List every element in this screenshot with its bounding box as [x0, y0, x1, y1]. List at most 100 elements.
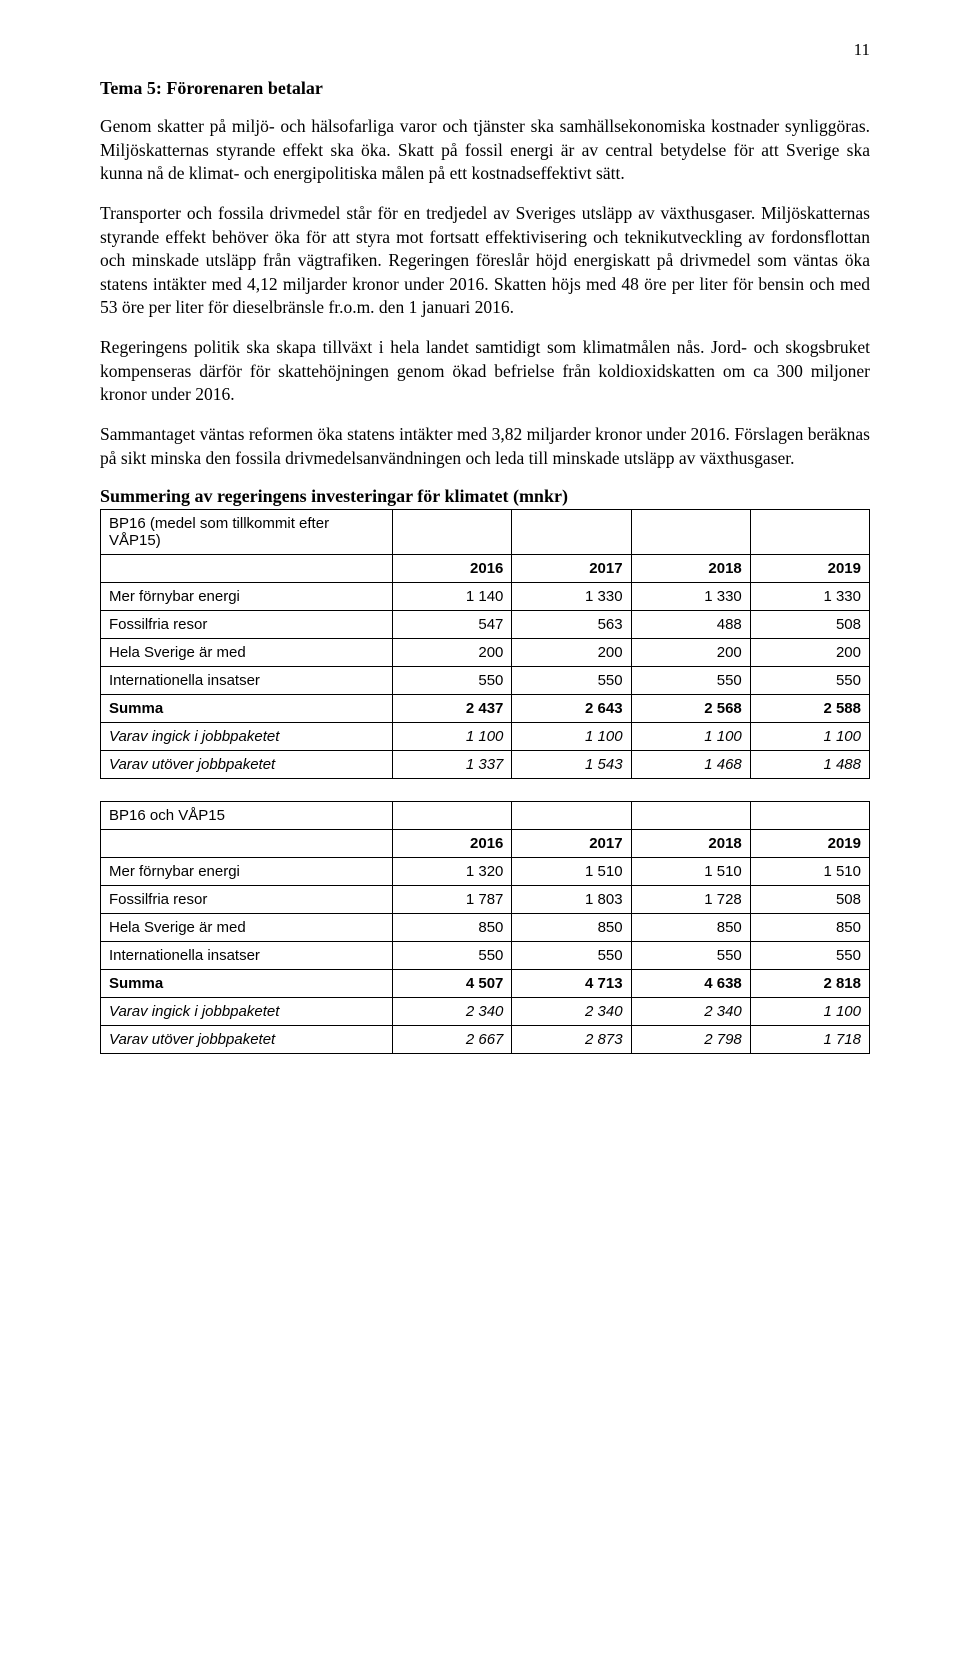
cell: 1 787 — [393, 886, 512, 914]
year-header: 2017 — [512, 555, 631, 583]
cell: 550 — [631, 667, 750, 695]
table-row: Fossilfria resor 547 563 488 508 — [101, 611, 870, 639]
cell: 550 — [393, 667, 512, 695]
cell: 200 — [631, 639, 750, 667]
paragraph-4: Sammantaget väntas reformen öka statens … — [100, 423, 870, 470]
paragraph-1: Genom skatter på miljö- och hälsofarliga… — [100, 115, 870, 186]
row-label: Internationella insatser — [101, 942, 393, 970]
empty-cell — [512, 510, 631, 555]
cell: 200 — [750, 639, 869, 667]
cell: 1 468 — [631, 751, 750, 779]
cell: 1 100 — [750, 723, 869, 751]
cell: 4 713 — [512, 970, 631, 998]
table-year-row: 2016 2017 2018 2019 — [101, 830, 870, 858]
table-row: Internationella insatser 550 550 550 550 — [101, 942, 870, 970]
cell: 2 588 — [750, 695, 869, 723]
cell: 1 320 — [393, 858, 512, 886]
table-row: Mer förnybar energi 1 140 1 330 1 330 1 … — [101, 583, 870, 611]
row-label: Summa — [101, 695, 393, 723]
summary-heading: Summering av regeringens investeringar f… — [100, 486, 870, 507]
row-label: Mer förnybar energi — [101, 583, 393, 611]
cell: 563 — [512, 611, 631, 639]
investment-table-2: BP16 och VÅP15 2016 2017 2018 2019 Mer f… — [100, 801, 870, 1054]
cell: 200 — [393, 639, 512, 667]
row-label: Summa — [101, 970, 393, 998]
cell: 1 337 — [393, 751, 512, 779]
empty-cell — [393, 802, 512, 830]
year-header: 2016 — [393, 555, 512, 583]
row-label: Varav utöver jobbpaketet — [101, 1026, 393, 1054]
cell: 2 643 — [512, 695, 631, 723]
row-label: Varav ingick i jobbpaketet — [101, 723, 393, 751]
cell: 1 330 — [750, 583, 869, 611]
cell: 850 — [750, 914, 869, 942]
table-row: Hela Sverige är med 850 850 850 850 — [101, 914, 870, 942]
cell: 1 100 — [750, 998, 869, 1026]
table-row-sum: Summa 2 437 2 643 2 568 2 588 — [101, 695, 870, 723]
cell: 1 100 — [631, 723, 750, 751]
empty-cell — [101, 555, 393, 583]
paragraph-3: Regeringens politik ska skapa tillväxt i… — [100, 336, 870, 407]
table-row: Varav ingick i jobbpaketet 1 100 1 100 1… — [101, 723, 870, 751]
cell: 2 568 — [631, 695, 750, 723]
table-year-row: 2016 2017 2018 2019 — [101, 555, 870, 583]
year-header: 2016 — [393, 830, 512, 858]
cell: 508 — [750, 611, 869, 639]
cell: 508 — [750, 886, 869, 914]
empty-cell — [750, 802, 869, 830]
row-label: Hela Sverige är med — [101, 914, 393, 942]
document-page: 11 Tema 5: Förorenaren betalar Genom ska… — [0, 0, 960, 1116]
year-header: 2018 — [631, 830, 750, 858]
table-caption-row: BP16 (medel som tillkommit efter VÅP15) — [101, 510, 870, 555]
cell: 1 100 — [512, 723, 631, 751]
cell: 850 — [512, 914, 631, 942]
cell: 550 — [393, 942, 512, 970]
row-label: Internationella insatser — [101, 667, 393, 695]
page-number: 11 — [100, 40, 870, 60]
year-header: 2017 — [512, 830, 631, 858]
year-header: 2019 — [750, 555, 869, 583]
cell: 1 330 — [631, 583, 750, 611]
row-label: Mer förnybar energi — [101, 858, 393, 886]
cell: 850 — [631, 914, 750, 942]
row-label: Varav ingick i jobbpaketet — [101, 998, 393, 1026]
cell: 1 488 — [750, 751, 869, 779]
section-heading: Tema 5: Förorenaren betalar — [100, 78, 870, 99]
empty-cell — [393, 510, 512, 555]
cell: 1 510 — [750, 858, 869, 886]
table-row: Internationella insatser 550 550 550 550 — [101, 667, 870, 695]
cell: 550 — [512, 942, 631, 970]
row-label: Hela Sverige är med — [101, 639, 393, 667]
table-row: Mer förnybar energi 1 320 1 510 1 510 1 … — [101, 858, 870, 886]
table-row: Varav utöver jobbpaketet 1 337 1 543 1 4… — [101, 751, 870, 779]
cell: 1 718 — [750, 1026, 869, 1054]
empty-cell — [101, 830, 393, 858]
cell: 1 510 — [512, 858, 631, 886]
empty-cell — [631, 510, 750, 555]
paragraph-2: Transporter och fossila drivmedel står f… — [100, 202, 870, 320]
year-header: 2018 — [631, 555, 750, 583]
cell: 488 — [631, 611, 750, 639]
cell: 4 507 — [393, 970, 512, 998]
cell: 200 — [512, 639, 631, 667]
cell: 1 100 — [393, 723, 512, 751]
cell: 1 803 — [512, 886, 631, 914]
table-caption: BP16 (medel som tillkommit efter VÅP15) — [101, 510, 393, 555]
cell: 1 543 — [512, 751, 631, 779]
cell: 1 728 — [631, 886, 750, 914]
cell: 2 818 — [750, 970, 869, 998]
cell: 550 — [750, 942, 869, 970]
cell: 550 — [750, 667, 869, 695]
table-row-sum: Summa 4 507 4 713 4 638 2 818 — [101, 970, 870, 998]
cell: 550 — [512, 667, 631, 695]
cell: 547 — [393, 611, 512, 639]
cell: 2 340 — [631, 998, 750, 1026]
table-row: Hela Sverige är med 200 200 200 200 — [101, 639, 870, 667]
cell: 2 798 — [631, 1026, 750, 1054]
table-row: Fossilfria resor 1 787 1 803 1 728 508 — [101, 886, 870, 914]
cell: 550 — [631, 942, 750, 970]
cell: 2 873 — [512, 1026, 631, 1054]
cell: 1 510 — [631, 858, 750, 886]
table-row: Varav ingick i jobbpaketet 2 340 2 340 2… — [101, 998, 870, 1026]
year-header: 2019 — [750, 830, 869, 858]
